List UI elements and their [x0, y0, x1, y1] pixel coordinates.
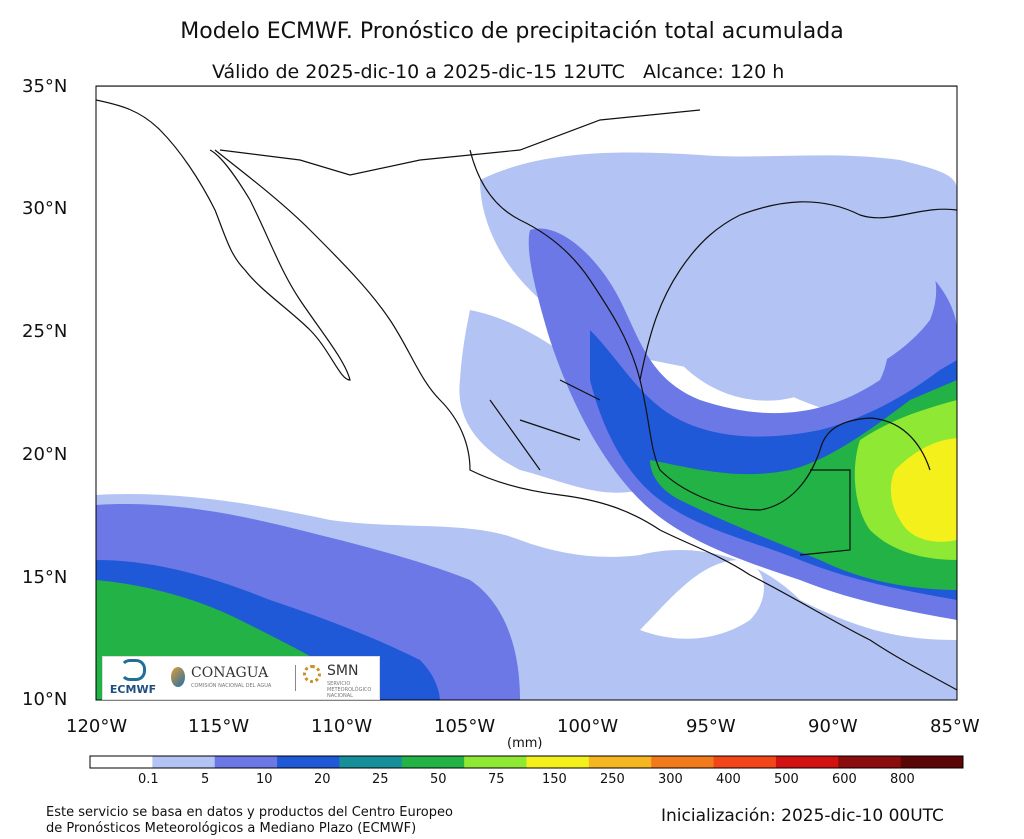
lat-tick-10: 10°N [22, 689, 68, 710]
ecmwf-logo-text: ECMWF [109, 683, 157, 696]
colorbar [89, 755, 964, 769]
data-source-note: Este servicio se basa en datos y product… [46, 805, 453, 837]
precipitation-field [96, 86, 957, 700]
colorbar-segment [339, 756, 403, 768]
lon-tick-100: 100°W [557, 716, 619, 737]
colorbar-label: 400 [716, 772, 741, 787]
colorbar-segment [775, 756, 839, 768]
colorbar-label: 75 [488, 772, 505, 787]
colorbar-segment [401, 756, 465, 768]
smn-logo-text: SMN [327, 663, 359, 679]
colorbar-segment [838, 756, 902, 768]
colorbar-label: 150 [542, 772, 567, 787]
colorbar-segment [588, 756, 652, 768]
chart-title: Modelo ECMWF. Pronóstico de precipitació… [180, 19, 844, 44]
logo-strip: ECMWF CONAGUA COMISIÓN NACIONAL DEL AGUA… [102, 656, 380, 700]
lon-tick-105: 105°W [434, 716, 496, 737]
coastlines [96, 86, 957, 691]
lon-tick-120: 120°W [66, 716, 128, 737]
colorbar-label: 250 [600, 772, 625, 787]
colorbar-segment [90, 756, 153, 768]
logo-divider [295, 665, 296, 691]
lat-tick-15: 15°N [22, 567, 68, 588]
colorbar-label: 300 [658, 772, 683, 787]
colorbar-segment [277, 756, 340, 768]
colorbar-border [89, 755, 964, 769]
lon-tick-95: 95°W [686, 716, 736, 737]
lat-tick-20: 20°N [22, 444, 68, 465]
colorbar-label: 25 [372, 772, 389, 787]
smn-logo-subtext: SERVICIO METEOROLÓGICO NACIONAL [327, 681, 372, 699]
lon-tick-85: 85°W [930, 716, 980, 737]
chart-subtitle: Válido de 2025-dic-10 a 2025-dic-15 12UT… [212, 61, 785, 83]
water-drop-icon [171, 667, 185, 687]
conagua-logo-subtext: COMISIÓN NACIONAL DEL AGUA [191, 683, 272, 689]
lon-tick-110: 110°W [311, 716, 373, 737]
initialization-time: Inicialización: 2025-dic-10 00UTC [661, 806, 944, 826]
colorbar-segment [464, 756, 527, 768]
colorbar-label: 20 [314, 772, 331, 787]
ecmwf-mark-icon [120, 659, 146, 681]
colorbar-label: 50 [430, 772, 447, 787]
colorbar-label: 5 [201, 772, 210, 787]
lat-tick-35: 35°N [22, 76, 68, 97]
ecmwf-logo: ECMWF [107, 659, 159, 697]
lat-tick-30: 30°N [22, 198, 68, 219]
conagua-logo-text: CONAGUA [191, 665, 269, 681]
data-source-line-1: Este servicio se basa en datos y product… [46, 805, 453, 820]
colorbar-segment [900, 756, 964, 768]
colorbar-unit: (mm) [507, 736, 543, 751]
colorbar-label: 10 [256, 772, 273, 787]
data-source-line-2: de Pronósticos Meteorológicos a Mediano … [46, 821, 417, 836]
colorbar-label: 500 [774, 772, 799, 787]
lon-tick-90: 90°W [808, 716, 858, 737]
smn-emblem-icon [303, 665, 321, 683]
lat-tick-25: 25°N [22, 321, 68, 342]
colorbar-label: 800 [890, 772, 915, 787]
colorbar-segment [651, 756, 715, 768]
colorbar-segment [152, 756, 216, 768]
colorbar-label: 0.1 [138, 772, 159, 787]
colorbar-segment [214, 756, 278, 768]
colorbar-segment [713, 756, 777, 768]
lon-tick-115: 115°W [188, 716, 250, 737]
colorbar-label: 600 [832, 772, 857, 787]
colorbar-segment [526, 756, 590, 768]
